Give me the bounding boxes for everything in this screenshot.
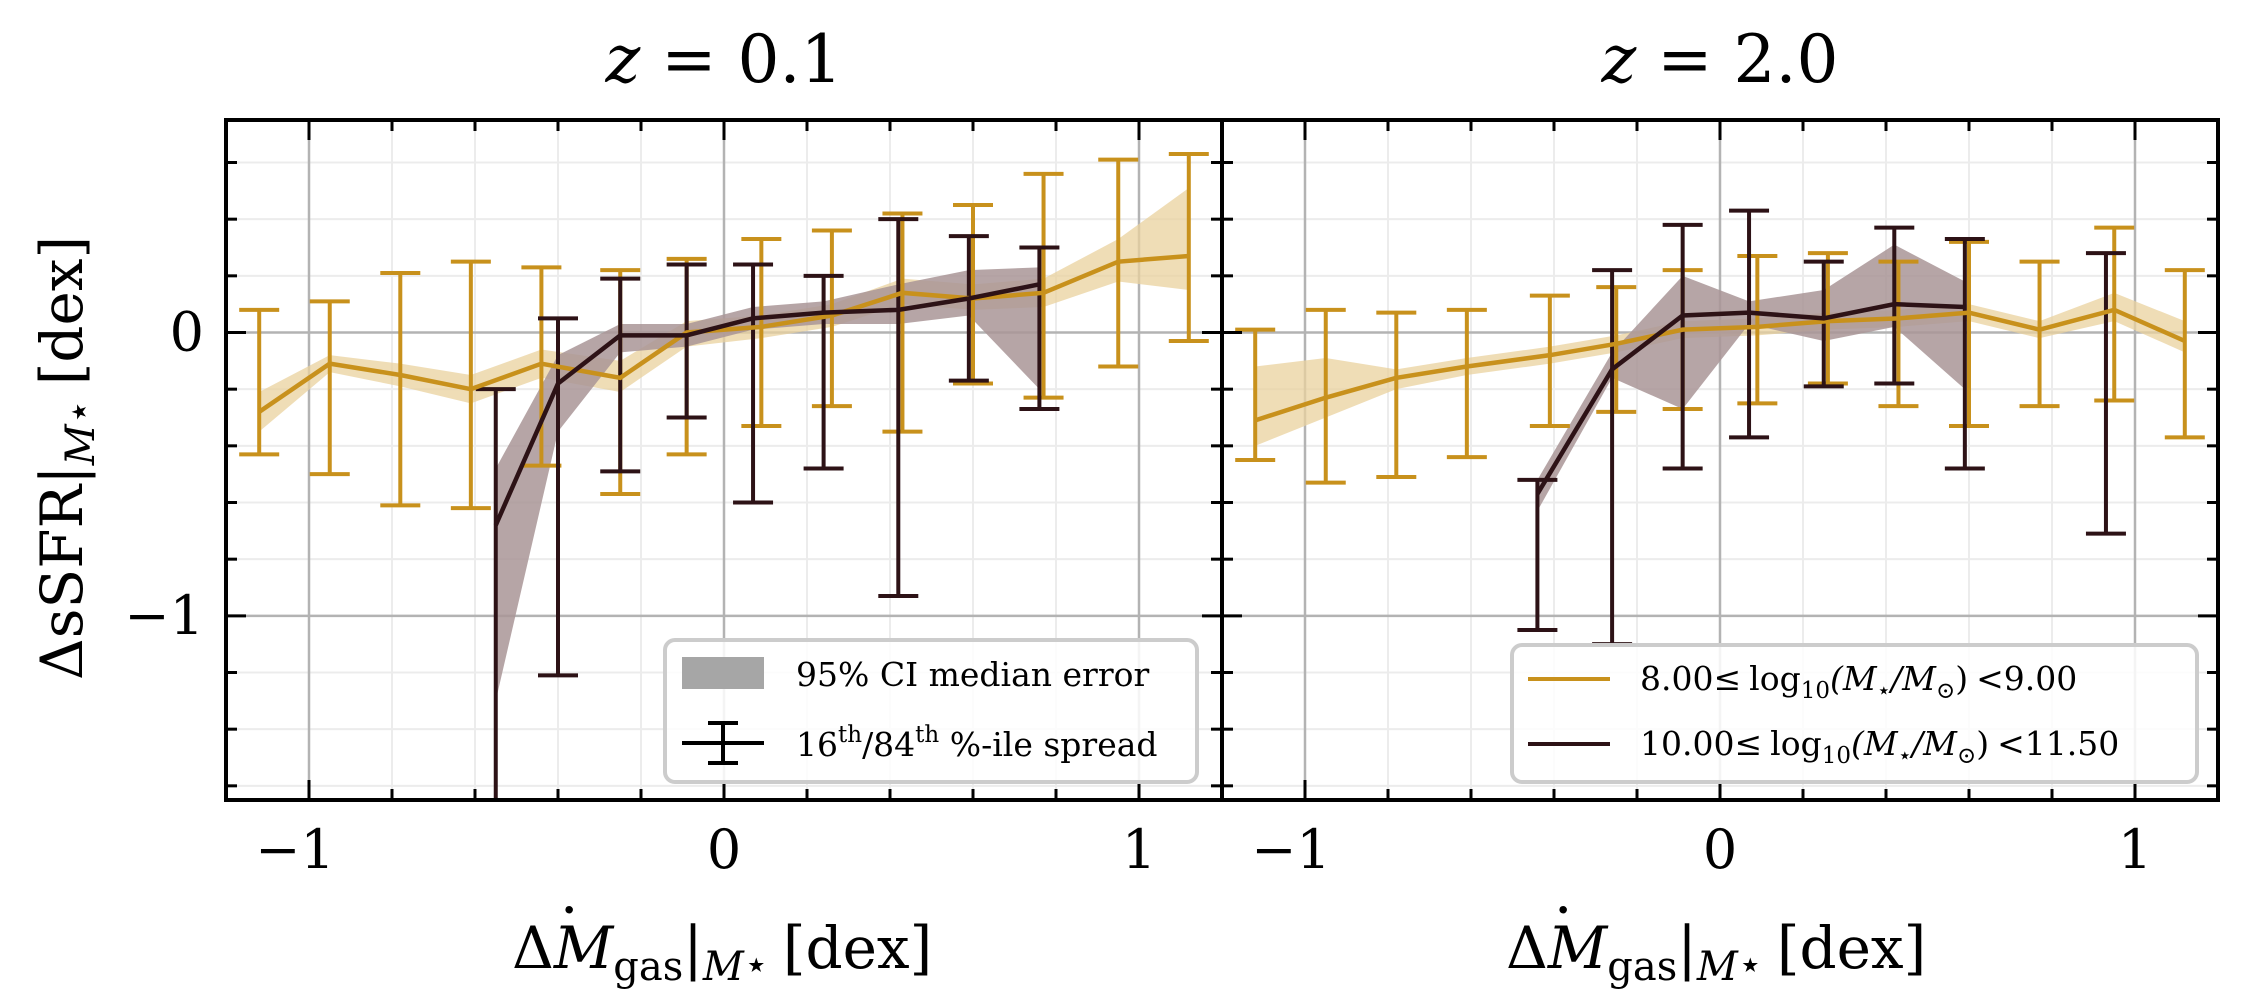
svg-text:·: · [1554, 876, 1572, 944]
x-tick-label: 1 [1122, 818, 1156, 881]
ci-band-series-0 [259, 188, 1189, 432]
errorbar [2085, 251, 2126, 536]
x-axis-label-right: ΔMgas|M⋆ [dex] · [1506, 876, 1926, 990]
errorbar [380, 271, 421, 508]
errorbar [811, 228, 852, 409]
x-tick-label: 1 [2118, 818, 2152, 881]
x-tick-label: 0 [1703, 818, 1737, 881]
title-variable: z [604, 21, 641, 98]
x-tick-label: 0 [707, 818, 741, 881]
x-axis-label-left: ΔMgas|M⋆ [dex] · [512, 876, 932, 990]
y-axis-label: ΔsSFR|M⋆[dex] [28, 236, 104, 680]
x-tick-label: −1 [1251, 818, 1331, 881]
errorbar [1446, 307, 1487, 460]
errorbar [1168, 152, 1209, 343]
errorbar [521, 265, 562, 468]
svg-text:·: · [560, 876, 578, 944]
errorbar [538, 316, 578, 678]
median-lines [257, 253, 1189, 527]
title-value: = 2.0 [1636, 21, 1838, 98]
errorbar [882, 211, 923, 434]
errorbar [600, 276, 641, 474]
tick-labels: −1 0 1 [1251, 818, 2152, 881]
errorbar [239, 307, 280, 457]
errorbar [1376, 310, 1417, 479]
median-line-series-0 [257, 253, 1189, 414]
panel-title: z = 0.1 [604, 21, 842, 98]
errorbar [948, 234, 989, 383]
error-bars [239, 152, 1209, 800]
legend-entry-high-mass: 10.00≤ log10(M⋆/M⊙) <11.50 [1640, 724, 2119, 769]
tick-labels: −1 0 1 −1 0 [124, 301, 1156, 882]
panel-title: z = 2.0 [1600, 21, 1838, 98]
ci-band-series-1 [1537, 244, 1965, 511]
median-line-series-1 [493, 282, 1040, 527]
legend-entry-low-mass: 8.00≤ log10(M⋆/M⊙) <9.00 [1640, 659, 2077, 704]
title-value: = 0.1 [640, 21, 842, 98]
errorbar [1517, 477, 1558, 632]
errorbar [1592, 268, 1633, 647]
errorbar [1019, 245, 1060, 411]
errorbar [1949, 239, 1989, 428]
median-lines [1254, 301, 2186, 496]
errorbar [733, 262, 774, 505]
ci-bands [259, 188, 1189, 701]
errorbar [1235, 327, 1276, 462]
y-tick-label: 0 [170, 301, 204, 364]
errorbar [666, 262, 707, 420]
y-tick-label: −1 [124, 584, 204, 647]
svg-text:ΔMgas|M⋆[dex]: ΔMgas|M⋆ [dex] [1506, 914, 1926, 990]
errorbar [2019, 259, 2060, 409]
errorbar [803, 273, 844, 471]
legend-frame [1510, 643, 2199, 784]
errorbar [450, 259, 491, 511]
errorbar [309, 299, 350, 477]
legend-errorbar-swatch [682, 721, 764, 765]
errorbar [1944, 237, 1985, 471]
x-tick-label: −1 [255, 818, 335, 881]
errorbar [741, 237, 782, 428]
legend-left: 95% CI median error 16th/84th %-ile spre… [663, 638, 1199, 784]
errorbar [1729, 208, 1770, 440]
legend-errorbar-label: 16th/84th %-ile spread [796, 722, 1158, 764]
median-line-series-0 [1254, 307, 2186, 423]
errorbar [1662, 222, 1703, 471]
median-line-series-1 [1535, 301, 1965, 496]
errorbar [2094, 225, 2135, 403]
legend-frame [663, 638, 1199, 784]
errorbar [1737, 254, 1778, 406]
errorbar [1803, 259, 1844, 389]
errorbar [2164, 268, 2205, 440]
errorbar [878, 217, 919, 598]
errorbar [1023, 171, 1064, 400]
errorbar [1529, 293, 1570, 428]
legend-right: 8.00≤ log10(M⋆/M⊙) <9.00 10.00≤ log10(M⋆/M⊙… [1510, 643, 2199, 784]
errorbar [1596, 285, 1637, 414]
errorbar [475, 387, 516, 800]
legend-band-swatch [682, 657, 764, 689]
axes-frame [1220, 118, 2220, 802]
ci-band-series-1 [495, 267, 1040, 701]
title-variable: z [1600, 21, 1637, 98]
legend-band-label: 95% CI median error [796, 655, 1149, 694]
svg-text:ΔMgas|M⋆[dex]: ΔMgas|M⋆ [dex] [512, 914, 932, 990]
